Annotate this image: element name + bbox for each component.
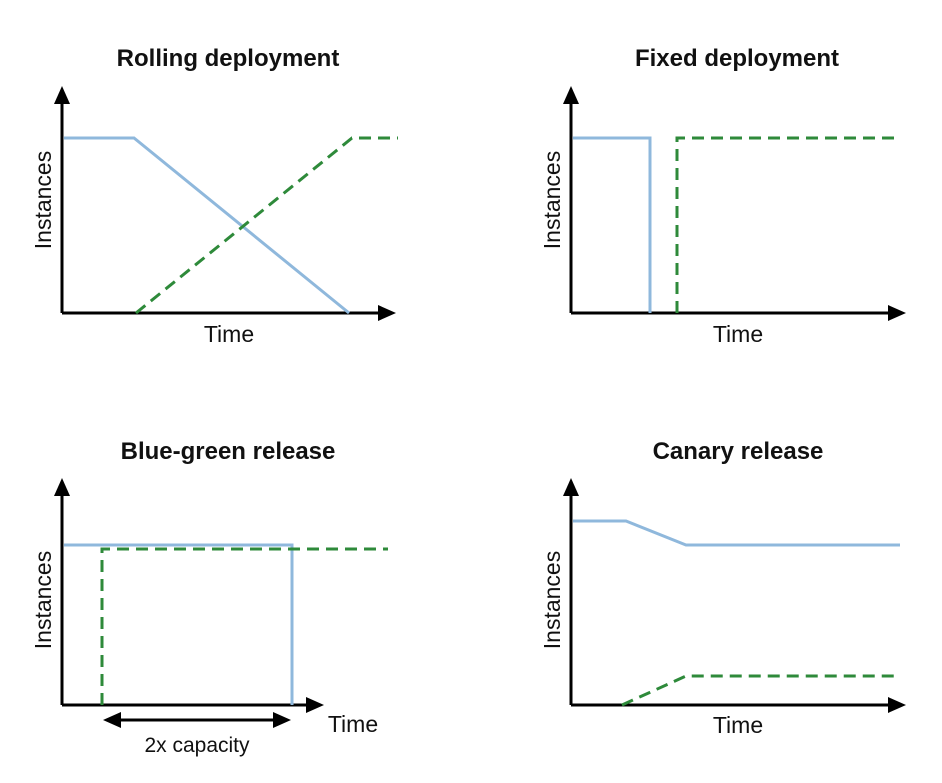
canary-y-arrowhead: [563, 478, 579, 496]
fixed-x-label: Time: [713, 321, 763, 347]
fixed-old-version-line: [573, 136, 652, 313]
fixed-new-version-line: [675, 136, 900, 313]
rolling-new-version-line: [135, 136, 398, 315]
bluegreen-title: Blue-green release: [121, 438, 336, 465]
bluegreen-x-label: Time: [328, 711, 378, 737]
capacity-span-arrow: [103, 712, 291, 728]
canary-y-label: Instances: [539, 551, 565, 649]
bluegreen-y-arrowhead: [54, 478, 70, 496]
rolling-y-label: Instances: [30, 151, 56, 249]
canary-x-arrowhead: [888, 697, 906, 713]
bluegreen-old-version-line: [64, 543, 294, 705]
rolling-title: Rolling deployment: [117, 45, 340, 72]
rolling-old-version-line: [64, 136, 350, 315]
capacity-label: 2x capacity: [144, 734, 250, 757]
rolling-x-arrowhead: [378, 305, 396, 321]
bluegreen-new-version-line: [100, 547, 388, 705]
rolling-y-arrowhead: [54, 86, 70, 104]
canary-old-version-line: [573, 519, 900, 547]
panel-fixed: Fixed deployment Instances Time: [539, 45, 906, 347]
bluegreen-y-label: Instances: [30, 551, 56, 649]
capacity-left-arrowhead: [103, 712, 121, 728]
fixed-title: Fixed deployment: [635, 45, 839, 72]
capacity-right-arrowhead: [273, 712, 291, 728]
canary-title: Canary release: [653, 438, 824, 465]
canary-x-label: Time: [713, 712, 763, 738]
fixed-y-arrowhead: [563, 86, 579, 104]
panel-rolling: Rolling deployment Instances Time: [30, 45, 398, 347]
panel-canary: Canary release Instances Time: [539, 438, 906, 738]
fixed-x-arrowhead: [888, 305, 906, 321]
bluegreen-x-arrowhead: [306, 697, 324, 713]
canary-new-version-line: [621, 674, 900, 707]
panel-bluegreen: Blue-green release Instances Time 2x cap…: [30, 438, 388, 757]
fixed-y-label: Instances: [539, 151, 565, 249]
rolling-x-label: Time: [204, 321, 254, 347]
